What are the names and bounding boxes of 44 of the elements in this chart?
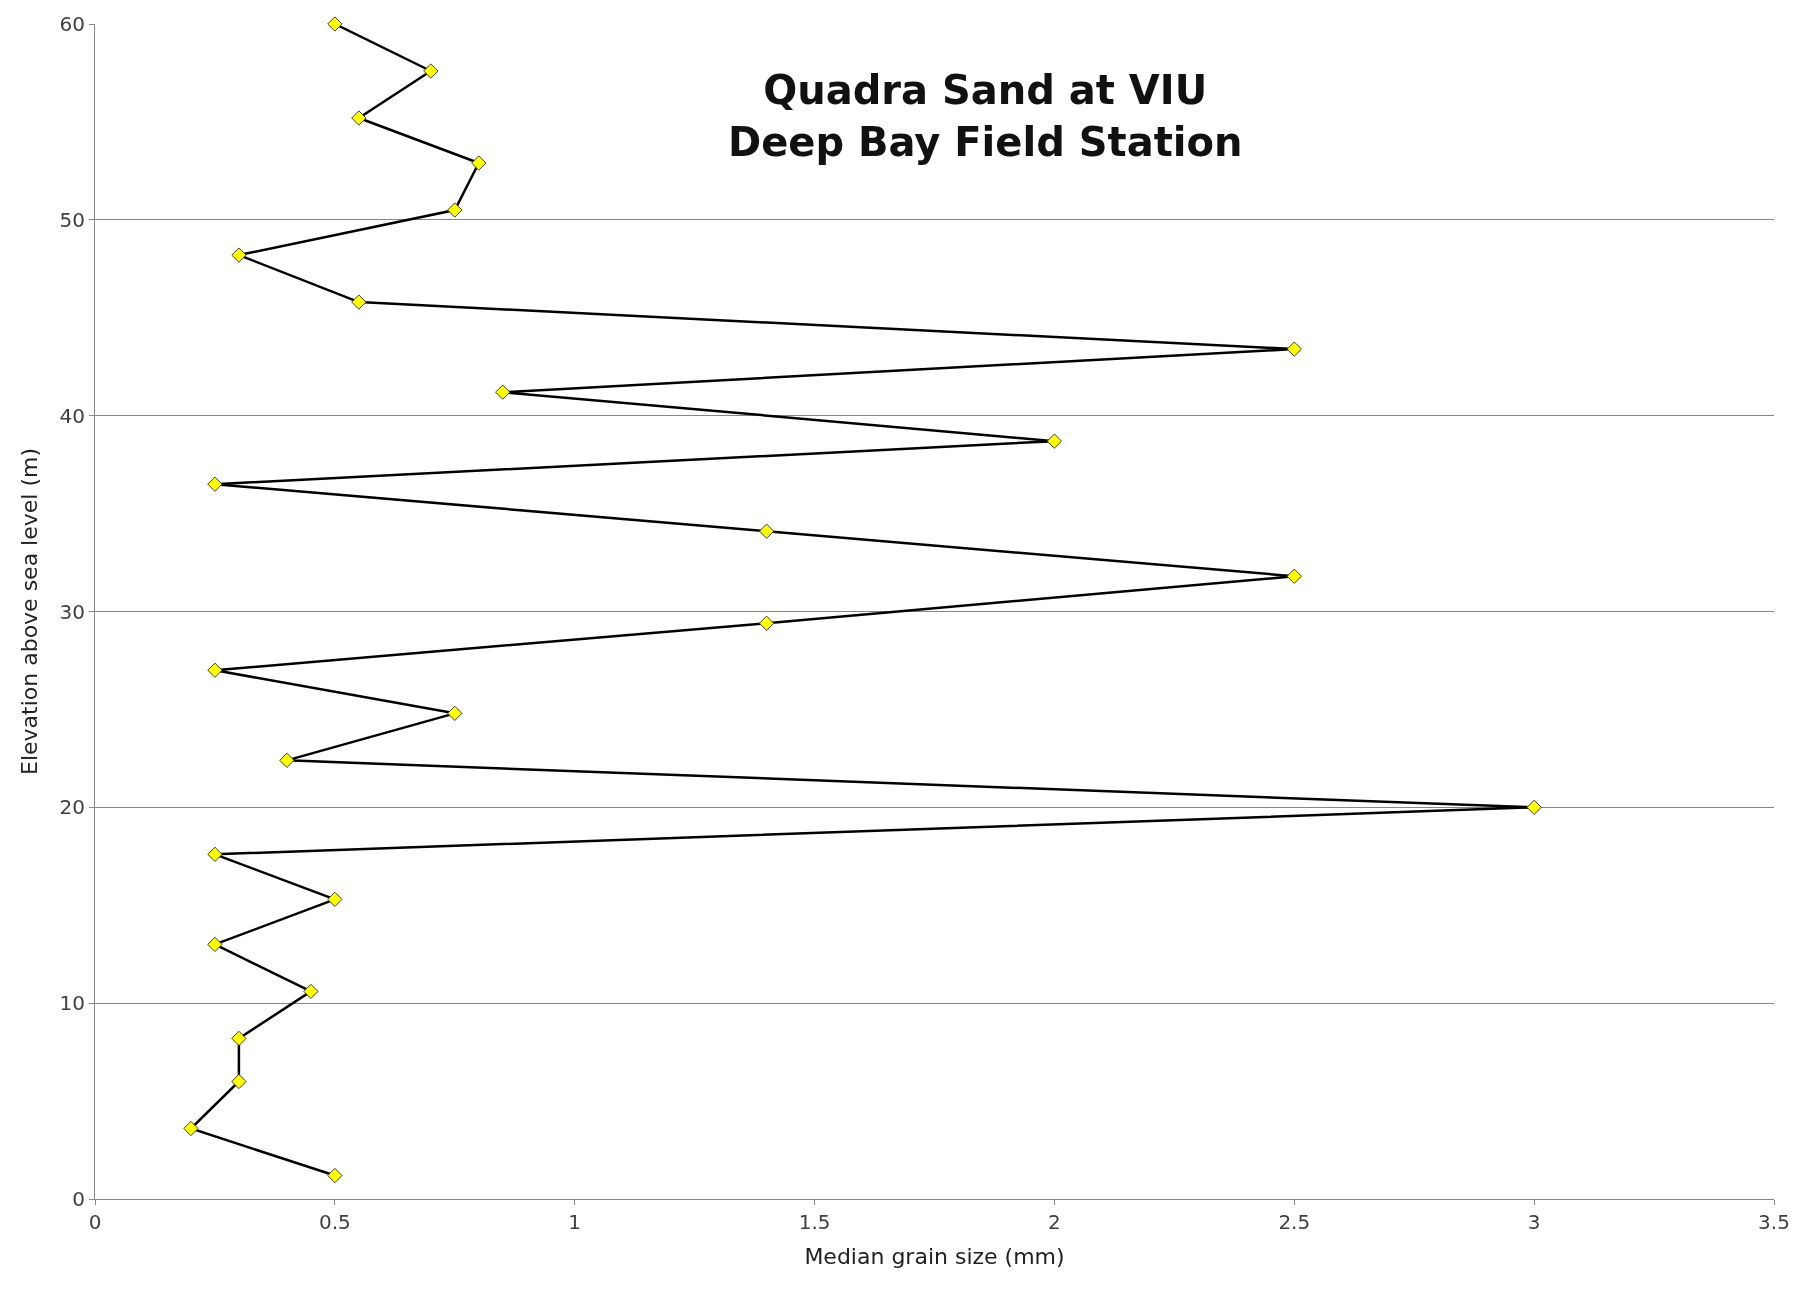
point [423, 63, 439, 79]
y-tick-label: 30 [59, 599, 85, 624]
point [758, 615, 775, 631]
point [303, 983, 319, 1000]
point [1286, 341, 1302, 357]
point [447, 705, 463, 721]
point [231, 1073, 247, 1090]
point [1526, 799, 1542, 815]
x-tick-label: 3 [1527, 1210, 1541, 1234]
x-tick-label: 0 [88, 1210, 102, 1234]
point [327, 16, 343, 32]
x-tick-label: 1 [568, 1210, 582, 1234]
point [351, 110, 367, 126]
point [758, 523, 775, 539]
x-tick-label: 1.5 [798, 1210, 831, 1234]
point [207, 476, 223, 492]
point [183, 1120, 199, 1137]
x-tick-label: 2 [1048, 1210, 1061, 1234]
point [207, 662, 223, 678]
point [1286, 568, 1302, 584]
y-tick-label: 20 [59, 795, 85, 820]
point [1046, 433, 1063, 449]
y-tick-label: 0 [72, 1187, 85, 1211]
point [447, 202, 463, 218]
point [327, 1167, 343, 1184]
point [351, 294, 367, 310]
point [327, 891, 343, 908]
point [231, 1030, 247, 1047]
point [471, 155, 487, 171]
point [279, 752, 295, 768]
point [495, 384, 511, 400]
point [207, 936, 223, 953]
point [231, 247, 247, 263]
x-tick-label: 0.5 [318, 1210, 351, 1234]
x-tick-label: 2.5 [1278, 1210, 1311, 1234]
y-tick-label: 50 [59, 207, 85, 232]
point [207, 846, 223, 862]
x-axis-title: Median grain size (mm) [804, 1243, 1065, 1269]
y-axis-title: Elevation above sea level (m) [17, 447, 43, 776]
y-tick-label: 40 [59, 403, 85, 428]
y-tick-label: 60 [59, 12, 85, 36]
y-tick-label: 10 [59, 991, 85, 1016]
text: Quadra Sand at VIU Deep Bay Field Station [728, 67, 1243, 165]
x-tick-label: 3.5 [1758, 1210, 1790, 1234]
